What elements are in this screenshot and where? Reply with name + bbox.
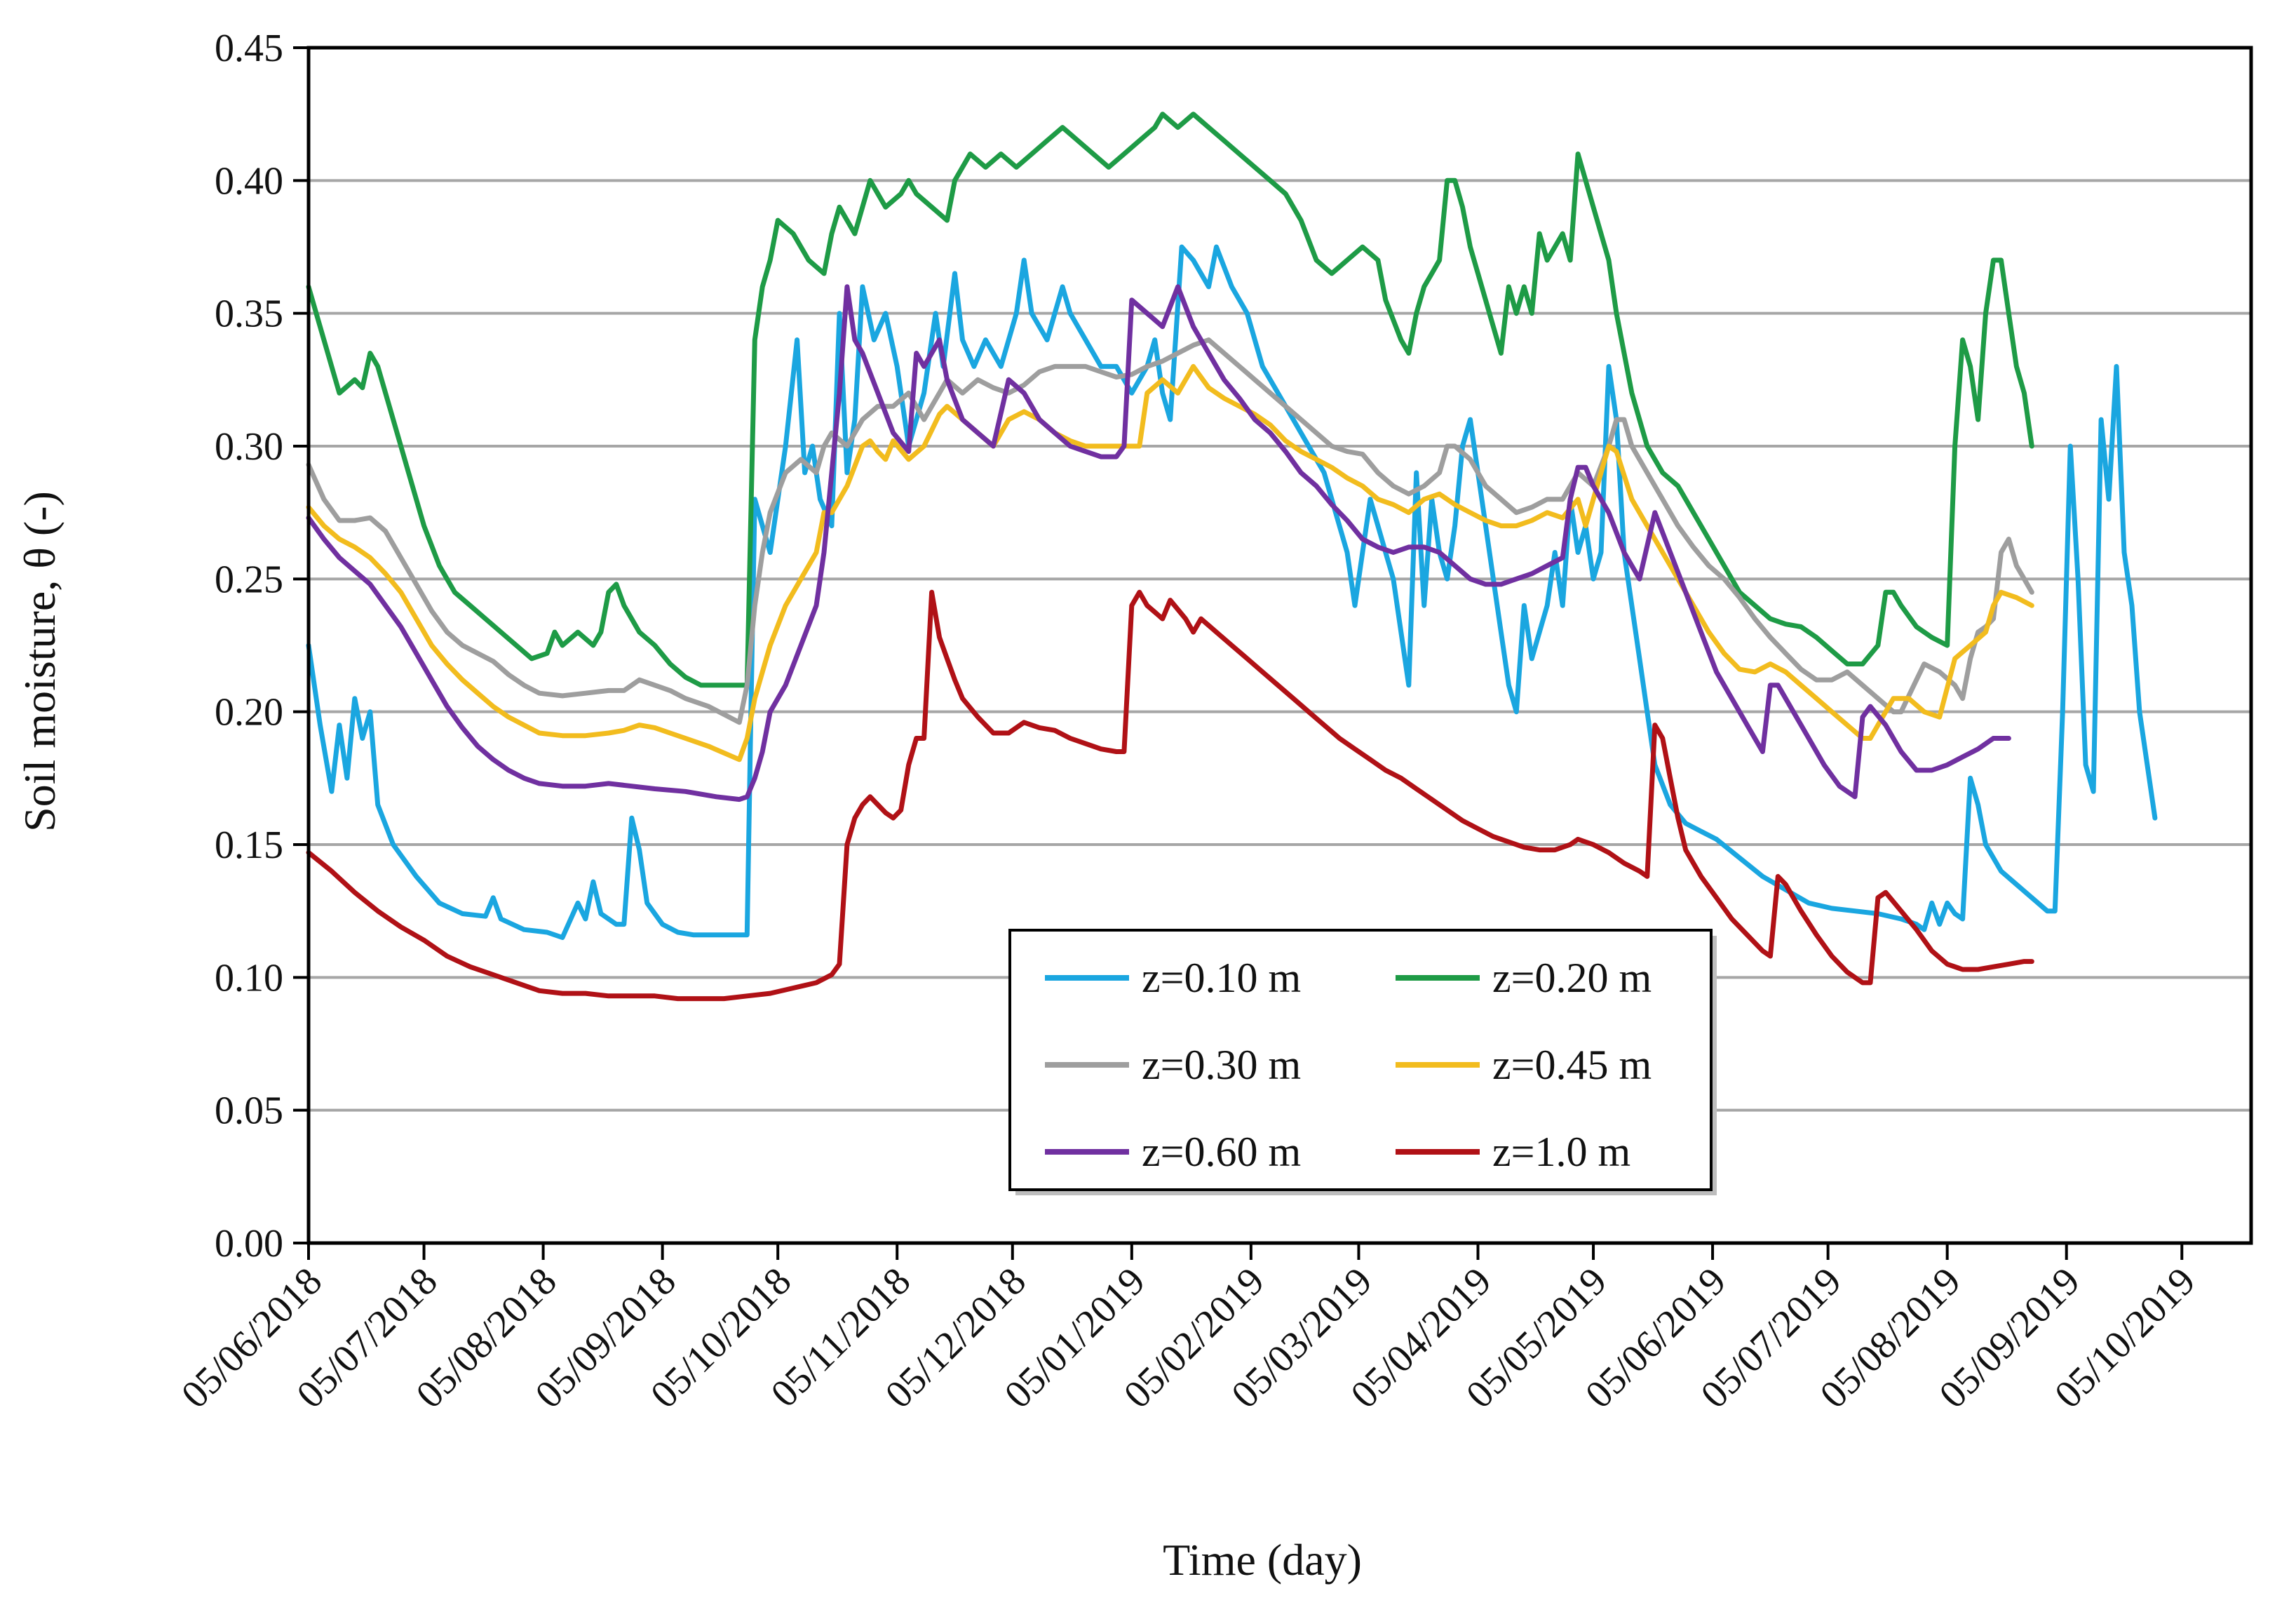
y-tick-label: 0.45 bbox=[215, 27, 283, 70]
series-line-3 bbox=[306, 337, 2034, 725]
y-axis-title: Soil moisture, θ (-) bbox=[15, 491, 65, 832]
y-tick-label: 0.25 bbox=[215, 558, 283, 601]
series-lines bbox=[306, 112, 2158, 1002]
series-line-4 bbox=[306, 363, 2034, 763]
legend-label: z=0.10 m bbox=[1142, 955, 1301, 1001]
legend: z=0.10 m z=0.20 m z=0.30 m z=0.45 m z=0.60 m… bbox=[1008, 929, 1717, 1195]
y-tick-label: 0.05 bbox=[215, 1089, 283, 1133]
y-tick-label: 0.15 bbox=[215, 824, 283, 867]
axes bbox=[306, 46, 2253, 1245]
series-line-2 bbox=[306, 112, 2034, 688]
x-axis-title: Time (day) bbox=[1163, 1535, 1362, 1585]
series-line-6 bbox=[306, 589, 2034, 1002]
y-tick-label: 0.35 bbox=[215, 293, 283, 336]
plot-frame bbox=[306, 46, 2253, 1245]
y-tick-label: 0.00 bbox=[215, 1222, 283, 1265]
y-tick-label: 0.40 bbox=[215, 159, 283, 203]
series-line-5 bbox=[306, 284, 2011, 802]
y-tick-labels: 0.00 0.05 0.10 0.15 0.20 0.25 0.30 0.35 0.40 0.45 bbox=[215, 27, 283, 1265]
legend-label: z=0.60 m bbox=[1142, 1129, 1301, 1175]
y-tick-label: 0.10 bbox=[215, 956, 283, 1000]
legend-label: z=0.45 m bbox=[1492, 1042, 1652, 1088]
legend-label: z=0.20 m bbox=[1492, 955, 1652, 1001]
legend-label: z=1.0 m bbox=[1492, 1129, 1630, 1175]
legend-box bbox=[1008, 929, 1713, 1191]
y-tick-label: 0.20 bbox=[215, 691, 283, 734]
y-tick-label: 0.30 bbox=[215, 425, 283, 469]
legend-label: z=0.30 m bbox=[1142, 1042, 1301, 1088]
